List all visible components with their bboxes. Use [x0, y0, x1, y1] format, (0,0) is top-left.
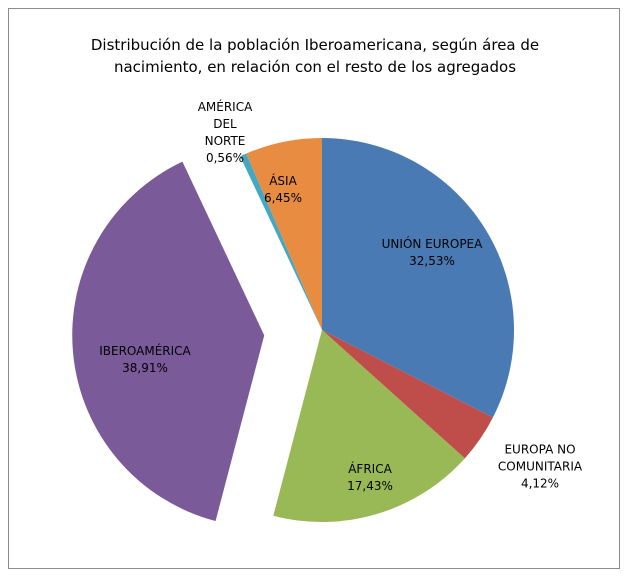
pie-slice — [273, 330, 465, 522]
chart-frame — [8, 8, 620, 569]
value-label: 38,91% — [122, 361, 168, 375]
category-label: EUROPA NO COMUNITARIA — [497, 442, 583, 474]
chart-title: Distribución de la población Iberoameric… — [90, 36, 540, 76]
category-label: ÁFRICA — [348, 462, 392, 476]
pie-slice — [240, 153, 322, 330]
slice-label: EUROPA NO COMUNITARIA 4,12% — [480, 442, 600, 493]
pie-slice — [322, 138, 514, 418]
slice-label: ÁFRICA 17,43% — [310, 461, 430, 495]
category-label: UNIÓN EUROPEA — [381, 237, 483, 251]
pie-slice — [322, 330, 493, 459]
value-label: 17,43% — [347, 479, 393, 493]
slice-label: IBEROAMÉRICA 38,91% — [85, 343, 205, 377]
value-label: 6,45% — [263, 191, 303, 205]
category-label: AMÉRICA DEL NORTE — [197, 100, 253, 148]
category-label: IBEROAMÉRICA — [99, 344, 191, 358]
slice-label: UNIÓN EUROPEA 32,53% — [372, 236, 492, 270]
slice-label: ÁSIA 6,45% — [223, 173, 343, 207]
pie-slice — [72, 161, 265, 522]
value-label: 4,12% — [520, 476, 560, 491]
slice-label: AMÉRICA DEL NORTE 0,56% — [165, 99, 285, 167]
value-label: 0,56% — [205, 151, 245, 165]
value-label: 32,53% — [409, 254, 455, 268]
pie-slice — [246, 138, 322, 330]
category-label: ÁSIA — [269, 174, 297, 188]
